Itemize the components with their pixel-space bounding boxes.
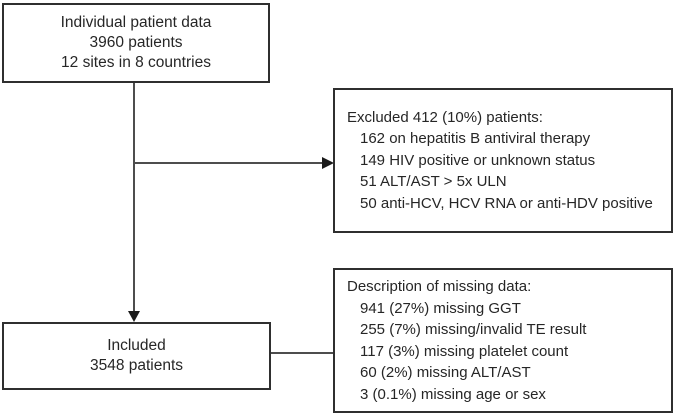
excluded-patients-box: Excluded 412 (10%) patients: 162 on hepa… (333, 88, 673, 233)
missing-item-2: 255 (7%) missing/invalid TE result (360, 321, 587, 338)
excluded-item-1: 162 on hepatitis B antiviral therapy (360, 130, 591, 148)
source-population-box: Individual patient data 3960 patients 12… (2, 3, 270, 83)
missing-item-5: 3 (0.1%) missing age or sex (360, 385, 546, 403)
source-line-3: 12 sites in 8 countries (61, 54, 211, 71)
missing-item-4: 60 (2%) missing ALT/AST (360, 364, 531, 381)
source-line-1: Individual patient data (60, 14, 212, 31)
missing-data-connector-line (271, 352, 333, 354)
missing-item-3: 117 (3%) missing platelet count (360, 342, 569, 360)
missing-item-1: 941 (27%) missing GGT (360, 299, 521, 317)
included-line-2: 3548 patients (89, 357, 184, 374)
excluded-title: Excluded 412 (10%) patients: (347, 108, 543, 126)
excluded-item-4: 50 anti-HCV, HCV RNA or anti-HDV positiv… (360, 194, 653, 212)
excluded-item-2: 149 HIV positive or unknown status (360, 151, 596, 169)
source-line-2: 3960 patients (89, 34, 183, 51)
included-patients-box: Included 3548 patients (2, 322, 271, 390)
missing-title: Description of missing data: (347, 278, 532, 295)
excluded-item-3: 51 ALT/AST > 5x ULN (360, 173, 507, 191)
missing-data-box: Description of missing data: 941 (27%) m… (333, 268, 673, 413)
included-line-1: Included (107, 337, 166, 354)
arrowhead-down-icon (128, 311, 140, 322)
excluded-branch-line (134, 162, 322, 164)
vertical-flow-line (133, 83, 135, 312)
arrowhead-right-icon (322, 157, 334, 169)
